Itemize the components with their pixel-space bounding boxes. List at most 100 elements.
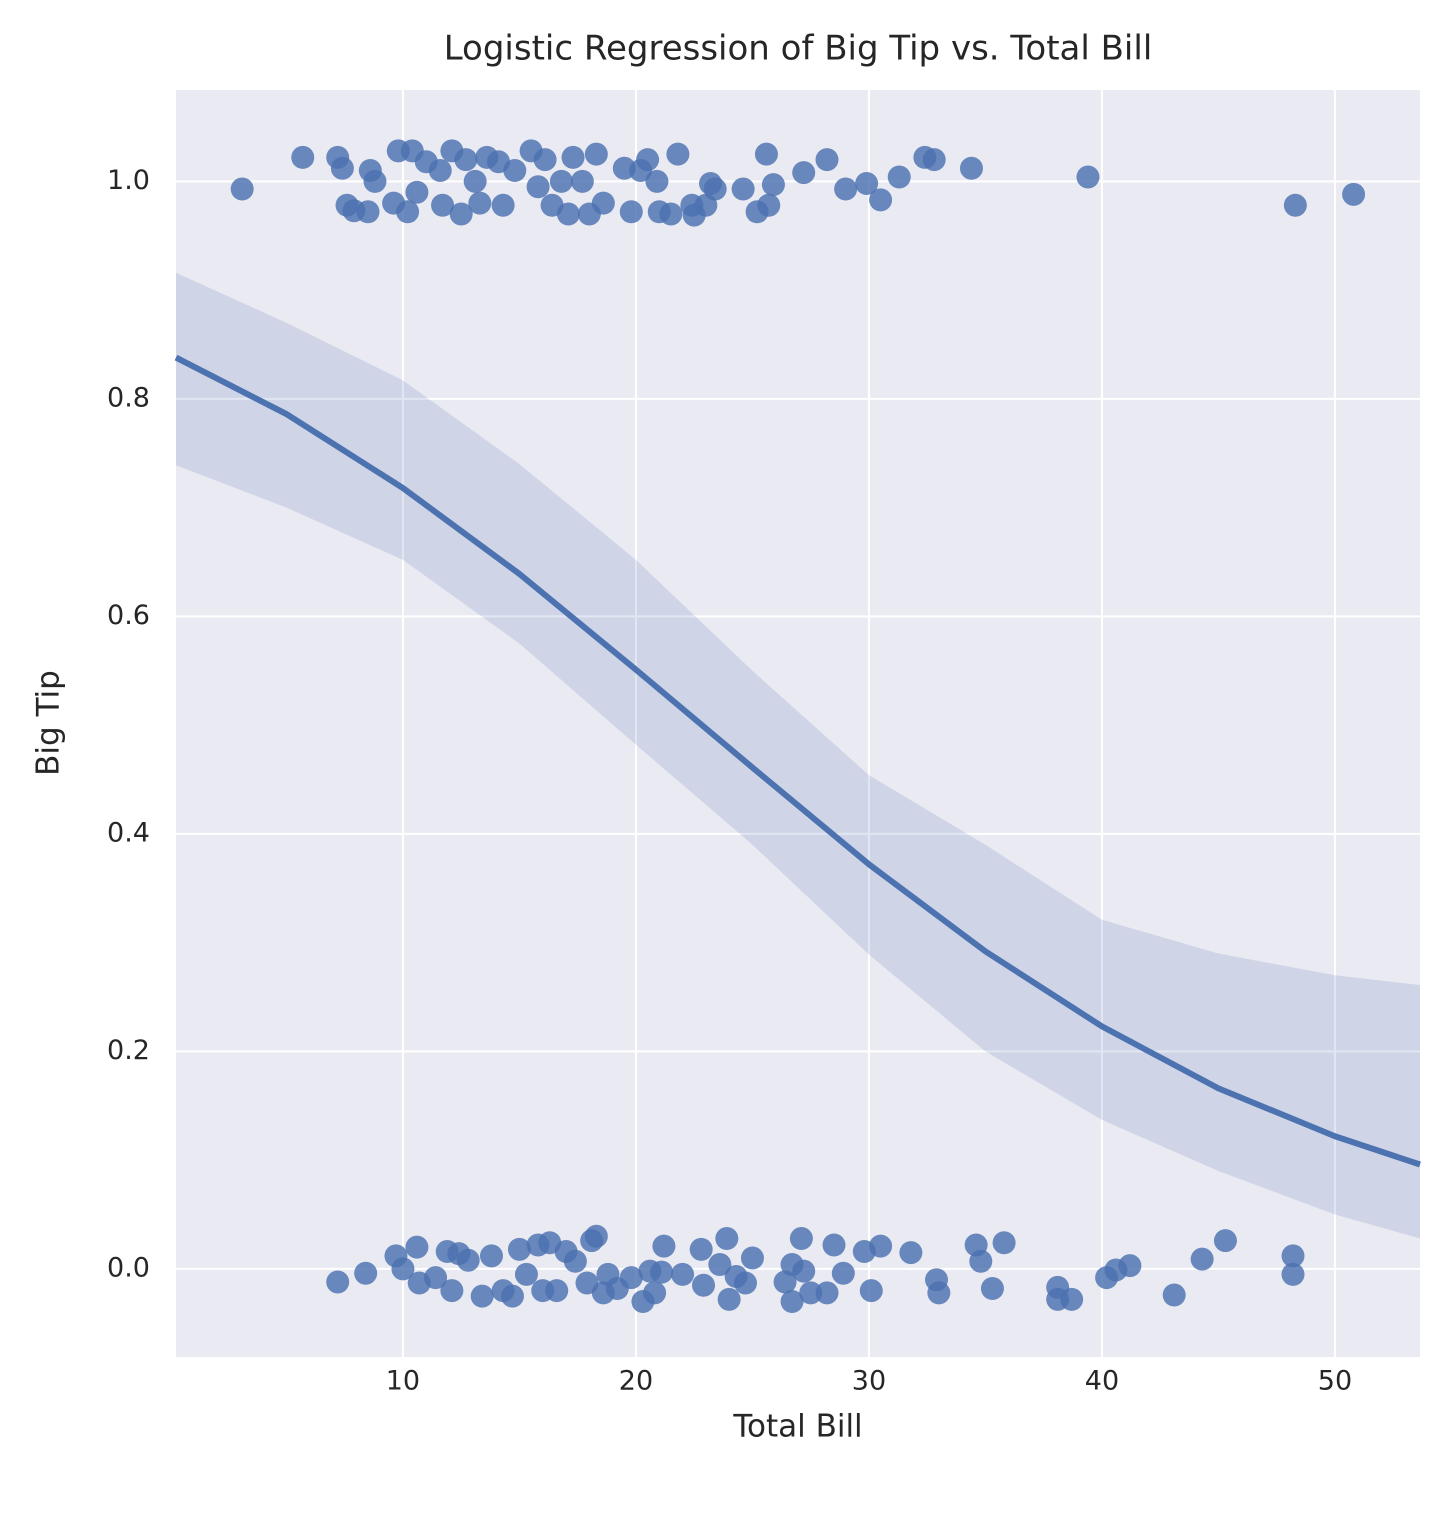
point	[405, 1235, 429, 1259]
point	[692, 1273, 716, 1297]
point	[780, 1290, 804, 1314]
point	[792, 161, 816, 185]
point	[815, 1281, 839, 1305]
point	[689, 1237, 713, 1261]
point	[869, 1234, 893, 1258]
point	[619, 1266, 643, 1290]
point	[326, 1270, 350, 1294]
point	[659, 202, 683, 226]
point	[650, 1260, 674, 1284]
point	[291, 145, 315, 169]
point	[969, 1249, 993, 1273]
point	[1076, 165, 1100, 189]
point	[449, 202, 473, 226]
x-tick-label: 20	[619, 1366, 653, 1397]
point	[922, 148, 946, 172]
y-tick-label: 0.6	[107, 600, 150, 631]
point	[643, 1281, 667, 1305]
point	[533, 148, 557, 172]
point	[584, 142, 608, 166]
point	[354, 1261, 378, 1285]
point	[869, 188, 893, 212]
point	[899, 1241, 923, 1265]
point	[591, 191, 615, 215]
point	[396, 200, 420, 224]
point	[1118, 1254, 1142, 1278]
chart-title: Logistic Regression of Big Tip vs. Total…	[444, 29, 1153, 69]
point	[500, 1284, 524, 1308]
point	[463, 169, 487, 193]
x-tick-label: 10	[386, 1366, 420, 1397]
point	[556, 202, 580, 226]
point	[545, 1279, 569, 1303]
point	[479, 1244, 503, 1268]
point	[619, 200, 643, 224]
point	[822, 1233, 846, 1257]
point	[428, 158, 452, 182]
point	[959, 156, 983, 180]
point	[773, 1270, 797, 1294]
x-tick-label: 30	[852, 1366, 886, 1397]
y-tick-label: 0.4	[107, 817, 150, 848]
point	[789, 1226, 813, 1250]
point	[717, 1287, 741, 1311]
point	[503, 158, 527, 182]
point	[715, 1226, 739, 1250]
confidence-band	[176, 272, 1420, 1239]
point	[1060, 1287, 1084, 1311]
point	[570, 169, 594, 193]
point	[491, 193, 515, 217]
point	[1190, 1247, 1214, 1271]
point	[792, 1259, 816, 1283]
band-layer	[176, 272, 1420, 1239]
point	[636, 148, 660, 172]
point	[703, 177, 727, 201]
point	[561, 145, 585, 169]
point	[526, 175, 550, 199]
point	[454, 148, 478, 172]
point	[330, 156, 354, 180]
point	[424, 1266, 448, 1290]
point	[859, 1279, 883, 1303]
x-tick-label: 50	[1318, 1366, 1352, 1397]
point	[507, 1237, 531, 1261]
point	[356, 200, 380, 224]
point	[761, 173, 785, 197]
point	[456, 1248, 480, 1272]
y-axis-label: Big Tip	[31, 670, 67, 776]
point	[671, 1262, 695, 1286]
point	[230, 177, 254, 201]
point	[391, 1257, 415, 1281]
point	[1281, 1244, 1305, 1268]
point	[757, 193, 781, 217]
y-tick-label: 0.2	[107, 1035, 150, 1066]
point	[754, 142, 778, 166]
point	[468, 191, 492, 215]
point	[708, 1253, 732, 1277]
y-tick-label: 1.0	[107, 165, 150, 196]
x-axis-label: Total Bill	[732, 1409, 862, 1445]
x-tick-label: 40	[1085, 1366, 1119, 1397]
fit-layer	[174, 354, 1421, 1168]
point	[405, 180, 429, 204]
point	[887, 165, 911, 189]
point	[733, 1271, 757, 1295]
point	[980, 1276, 1004, 1300]
point	[470, 1284, 494, 1308]
point	[645, 169, 669, 193]
point	[666, 142, 690, 166]
point	[799, 1281, 823, 1305]
point	[1283, 193, 1307, 217]
point	[431, 193, 455, 217]
points-layer	[230, 139, 1366, 1314]
point	[731, 177, 755, 201]
point	[363, 169, 387, 193]
point	[652, 1234, 676, 1258]
point	[831, 1261, 855, 1285]
point	[1213, 1229, 1237, 1253]
point	[514, 1262, 538, 1286]
point	[740, 1246, 764, 1270]
point	[834, 177, 858, 201]
